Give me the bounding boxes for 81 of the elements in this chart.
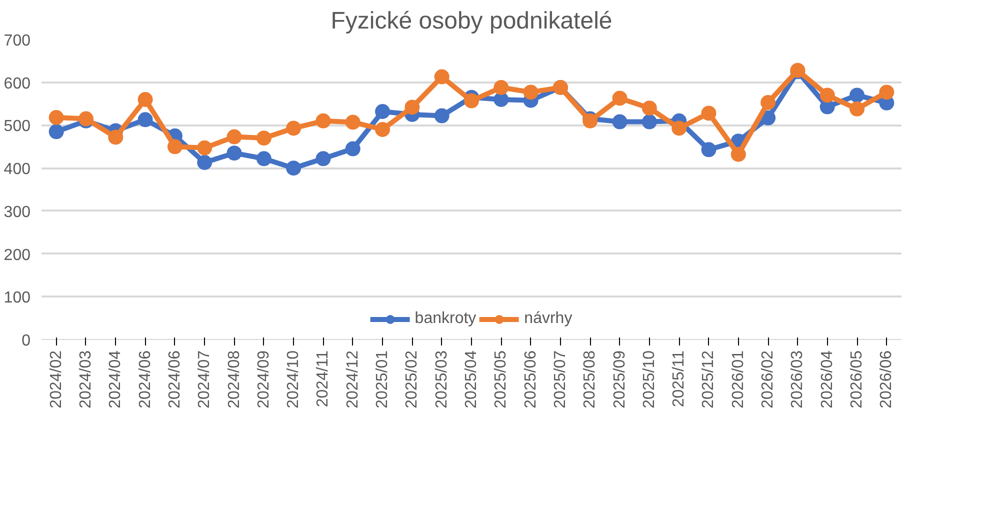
point [850,101,865,116]
x-tick-label: 2025/03 [433,350,450,408]
point [612,90,628,106]
point [672,120,687,136]
x-tick-label: 2024/03 [77,350,94,408]
point [701,106,716,121]
y-tick-label: 400 [4,161,31,178]
x-tick-label: 2025/09 [611,350,628,408]
x-tick-label: 2024/04 [107,350,124,408]
x-tick-label: 2025/11 [670,350,688,408]
x-tick-label: 2025/12 [700,350,718,408]
x-tick-label: 2026/03 [789,350,806,408]
point [642,100,657,116]
point [404,100,420,115]
point [48,124,64,140]
point [464,93,479,108]
x-tick-label: 2024/07 [196,350,214,408]
point [197,155,212,170]
point [256,151,272,166]
point [316,151,331,166]
x-tick-label: 2024/09 [255,350,272,408]
point [494,92,509,107]
x-tick-label: 2024/06 [136,350,154,408]
point [48,110,64,125]
y-tick-label: 200 [4,246,31,264]
x-tick-label: 2025/07 [552,350,569,408]
point [286,120,302,136]
point [820,88,835,103]
x-tick-label: 2026/05 [848,350,866,408]
point [375,104,390,119]
point [879,84,894,100]
y-tick-label: 500 [4,118,31,136]
point [138,112,153,128]
point [316,113,331,128]
x-tick-label: 2025/05 [492,350,510,408]
x-tick-label: 2025/02 [404,350,421,408]
point [345,114,360,130]
y-tick-label: 300 [4,204,31,221]
legend-label: bankroty [414,310,476,328]
point [850,88,865,103]
point [730,146,746,162]
legend-label: návrhy [524,310,572,328]
point [226,146,242,161]
x-tick-label: 2025/06 [522,350,540,408]
point [375,122,390,137]
x-tick-label: 2024/10 [285,350,302,408]
y-tick-label: 100 [4,290,31,307]
x-tick-label: 2026/01 [730,350,747,408]
y-tick-label: 700 [4,32,31,50]
x-tick-label: 2024/12 [344,350,362,408]
point [138,92,153,107]
x-tick-label: 2024/02 [48,350,65,408]
chart-title: Fyzické osoby podnikatelé [330,8,612,34]
y-tick-label: 0 [22,332,31,350]
x-tick-label: 2024/06 [166,350,184,408]
point [197,140,212,156]
x-tick-label: 2025/01 [374,350,392,408]
point [434,108,450,124]
point [434,69,450,84]
point [286,160,302,176]
x-tick-label: 2026/04 [818,350,836,408]
point [642,114,657,130]
x-tick-label: 2026/06 [878,350,896,408]
x-tick-label: 2025/04 [463,350,480,408]
point [760,110,776,126]
point [760,95,776,110]
y-tick-label: 600 [4,75,31,92]
point [494,80,509,95]
x-tick-label: 2025/08 [582,350,599,408]
point [612,114,628,130]
point [701,142,716,158]
point [108,130,124,145]
point [226,129,242,144]
x-tick-label: 2024/08 [226,350,243,408]
point [167,139,182,154]
x-tick-label: 2026/02 [760,350,777,408]
point [523,84,538,100]
point [256,130,272,146]
x-tick-label: 2025/10 [640,350,658,408]
x-tick-label: 2024/11 [314,350,332,408]
point [345,141,360,156]
